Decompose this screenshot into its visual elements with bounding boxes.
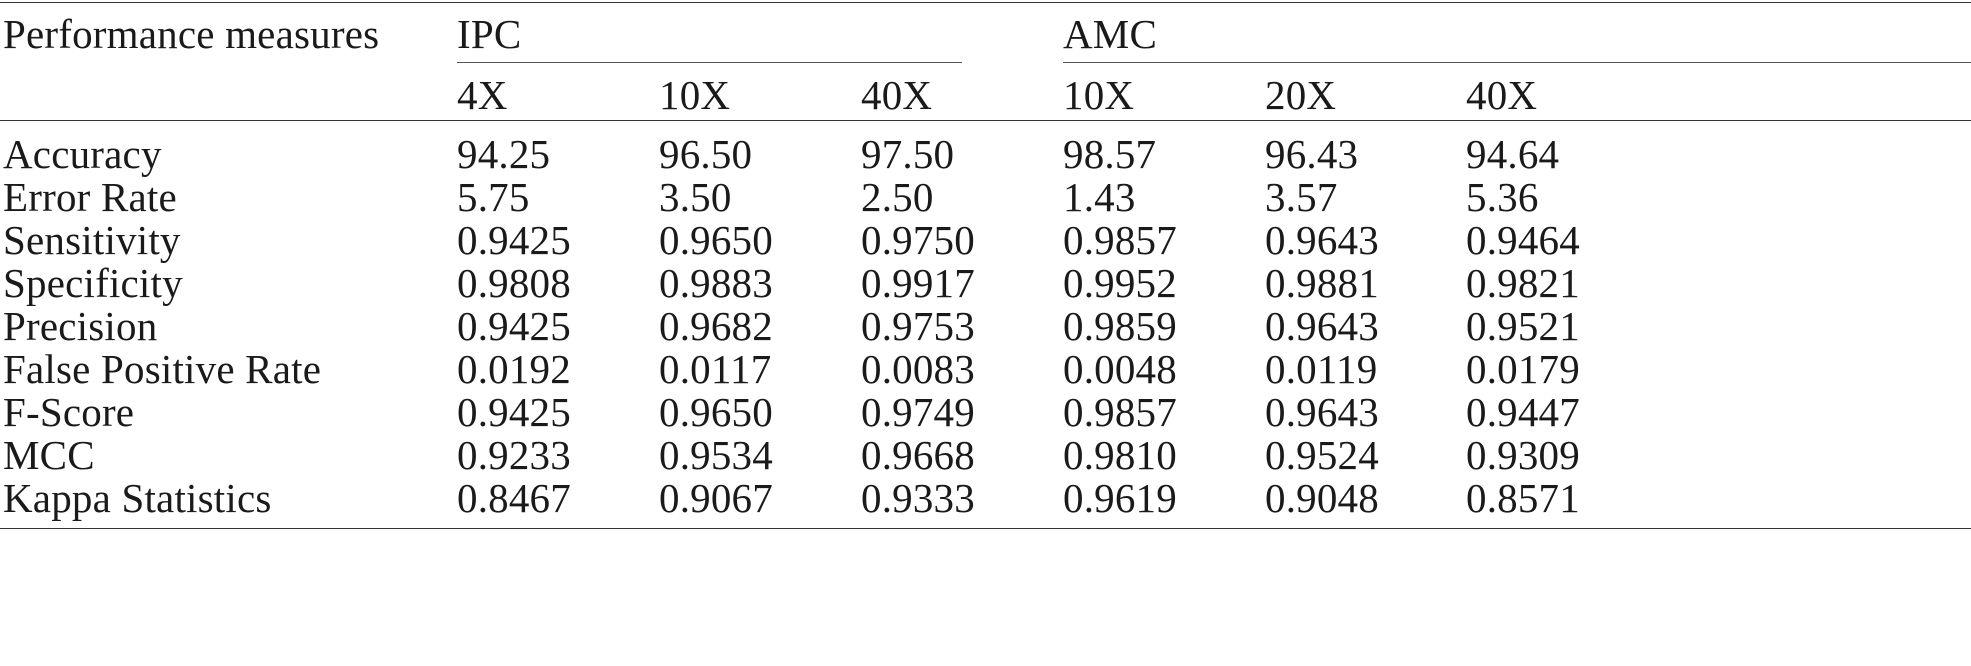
table-cell: 0.9650 bbox=[659, 217, 773, 263]
table-cell: 0.9883 bbox=[659, 260, 773, 306]
table-cell: 0.9048 bbox=[1265, 475, 1379, 521]
table-cell: 0.9952 bbox=[1063, 260, 1177, 306]
group-header-ipc: IPC bbox=[457, 11, 522, 57]
table-cell: 0.9857 bbox=[1063, 389, 1177, 435]
table-cell: 98.57 bbox=[1063, 131, 1157, 177]
table-cell: 3.50 bbox=[659, 174, 732, 220]
table-cell: 94.25 bbox=[457, 131, 551, 177]
table-cell: 0.9917 bbox=[861, 260, 975, 306]
table-cell: 0.0048 bbox=[1063, 346, 1177, 392]
table-cell: 0.9233 bbox=[457, 432, 571, 478]
table-cell: 0.9333 bbox=[861, 475, 975, 521]
table-cell: 0.8571 bbox=[1466, 475, 1580, 521]
column-header-ipc-4x: 4X bbox=[457, 72, 508, 118]
table-cell: 0.9619 bbox=[1063, 475, 1177, 521]
ipc-spanner-rule bbox=[457, 62, 962, 63]
table-cell: 0.9857 bbox=[1063, 217, 1177, 263]
table-cell: 0.9425 bbox=[457, 217, 571, 263]
table-cell: 0.9808 bbox=[457, 260, 571, 306]
table-cell: 0.9524 bbox=[1265, 432, 1379, 478]
row-label-precision: Precision bbox=[3, 303, 158, 349]
table-cell: 0.9682 bbox=[659, 303, 773, 349]
header-rule bbox=[0, 120, 1971, 121]
table-cell: 0.9750 bbox=[861, 217, 975, 263]
row-label-false-positive-rate: False Positive Rate bbox=[3, 346, 322, 392]
column-header-amc-40x: 40X bbox=[1466, 72, 1538, 118]
table-cell: 0.9464 bbox=[1466, 217, 1580, 263]
table-cell: 0.9643 bbox=[1265, 217, 1379, 263]
table-cell: 0.9534 bbox=[659, 432, 773, 478]
table-cell: 5.36 bbox=[1466, 174, 1539, 220]
table-cell: 0.0117 bbox=[659, 346, 772, 392]
table-cell: 0.9821 bbox=[1466, 260, 1580, 306]
amc-spanner-rule bbox=[1063, 62, 1971, 63]
table-cell: 0.0119 bbox=[1265, 346, 1378, 392]
table-cell: 0.9753 bbox=[861, 303, 975, 349]
table-cell: 0.0179 bbox=[1466, 346, 1580, 392]
table-cell: 0.9749 bbox=[861, 389, 975, 435]
table-cell: 0.9425 bbox=[457, 303, 571, 349]
table-cell: 0.9521 bbox=[1466, 303, 1580, 349]
table-cell: 0.9425 bbox=[457, 389, 571, 435]
table-cell: 0.0192 bbox=[457, 346, 571, 392]
table-cell: 1.43 bbox=[1063, 174, 1136, 220]
row-label-kappa-statistics: Kappa Statistics bbox=[3, 475, 272, 521]
table-cell: 0.9859 bbox=[1063, 303, 1177, 349]
table-cell: 0.8467 bbox=[457, 475, 571, 521]
table-cell: 94.64 bbox=[1466, 131, 1560, 177]
row-label-mcc: MCC bbox=[3, 432, 95, 478]
table-cell: 96.43 bbox=[1265, 131, 1359, 177]
table-cell: 3.57 bbox=[1265, 174, 1338, 220]
table-cell: 0.9650 bbox=[659, 389, 773, 435]
table-cell: 0.9067 bbox=[659, 475, 773, 521]
table-cell: 0.9643 bbox=[1265, 389, 1379, 435]
column-header-ipc-10x: 10X bbox=[659, 72, 731, 118]
top-rule bbox=[0, 2, 1971, 3]
table-cell: 0.9309 bbox=[1466, 432, 1580, 478]
group-header-amc: AMC bbox=[1063, 11, 1158, 57]
row-label-error-rate: Error Rate bbox=[3, 174, 177, 220]
bottom-rule bbox=[0, 528, 1971, 529]
column-header-ipc-40x: 40X bbox=[861, 72, 933, 118]
row-label-f-score: F-Score bbox=[3, 389, 135, 435]
row-label-accuracy: Accuracy bbox=[3, 131, 162, 177]
stub-header: Performance measures bbox=[3, 11, 380, 57]
table-cell: 2.50 bbox=[861, 174, 934, 220]
table-cell: 0.9447 bbox=[1466, 389, 1580, 435]
row-label-sensitivity: Sensitivity bbox=[3, 217, 181, 263]
table-cell: 0.9810 bbox=[1063, 432, 1177, 478]
column-header-amc-20x: 20X bbox=[1265, 72, 1337, 118]
table-cell: 0.9881 bbox=[1265, 260, 1379, 306]
table-cell: 0.0083 bbox=[861, 346, 975, 392]
table-cell: 97.50 bbox=[861, 131, 955, 177]
table-cell: 5.75 bbox=[457, 174, 530, 220]
table-cell: 96.50 bbox=[659, 131, 753, 177]
column-header-amc-10x: 10X bbox=[1063, 72, 1135, 118]
row-label-specificity: Specificity bbox=[3, 260, 183, 306]
table-cell: 0.9668 bbox=[861, 432, 975, 478]
table-cell: 0.9643 bbox=[1265, 303, 1379, 349]
